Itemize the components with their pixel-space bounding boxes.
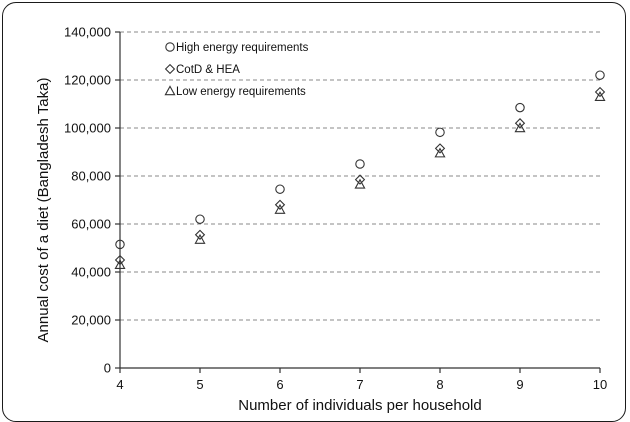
x-tick-label: 5 [196, 377, 203, 392]
x-axis-title: Number of individuals per household [238, 397, 481, 414]
diamond-data-point [274, 199, 286, 210]
diamond-data-point [354, 174, 366, 185]
y-tick-label: 140,000 [64, 25, 111, 40]
circle-data-point [515, 102, 525, 113]
legend-label: CotD & HEA [176, 64, 240, 76]
x-tick-labels: 4 5 6 7 8 9 10 [116, 368, 607, 392]
legend: High energy requirements CotD & HEA Low en… [164, 42, 309, 98]
legend-circle-icon [165, 42, 175, 52]
triangle-data-point [514, 122, 526, 133]
triangle-data-point [274, 203, 286, 214]
triangle-data-point [194, 233, 206, 244]
y-tick-label: 0 [104, 361, 111, 376]
x-tick-label: 7 [356, 377, 363, 392]
legend-label: Low energy requirements [176, 86, 306, 98]
circle-data-point [595, 70, 605, 80]
y-tick-label: 100,000 [64, 121, 111, 136]
y-tick-label: 80,000 [71, 169, 111, 184]
x-tick-label: 10 [593, 377, 607, 392]
legend-triangle-icon [164, 85, 176, 96]
diamond-data-point [514, 118, 526, 129]
axes [119, 32, 600, 369]
y-tick-label: 20,000 [71, 313, 111, 328]
circle-data-point [275, 184, 285, 194]
y-axis-title: Annual cost of a diet (Bangladesh Taka) [35, 78, 52, 343]
diamond-data-point [434, 143, 446, 154]
x-tick-label: 8 [436, 377, 443, 392]
triangle-data-point [354, 178, 366, 189]
triangle-data-point [594, 91, 606, 102]
triangle-data-point [114, 259, 126, 270]
circle-data-point [355, 159, 365, 169]
data-markers [114, 70, 606, 270]
circle-data-point [115, 239, 125, 250]
y-tick-labels: 0 20,000 40,000 60,000 80,000 100,000 120,000 1… [64, 25, 120, 376]
x-tick-label: 6 [276, 377, 283, 392]
legend-diamond-icon [164, 63, 176, 75]
x-tick-label: 9 [516, 377, 523, 392]
diamond-data-point [114, 254, 126, 266]
circle-data-point [435, 127, 445, 138]
y-tick-label: 40,000 [71, 265, 111, 280]
circle-data-point [195, 214, 205, 224]
x-tick-label: 4 [116, 377, 123, 392]
legend-label: High energy requirements [176, 42, 309, 54]
triangle-data-point [434, 147, 446, 158]
diamond-data-point [194, 229, 206, 240]
diamond-data-point [594, 86, 606, 98]
y-tick-label: 120,000 [64, 73, 111, 88]
y-tick-label: 60,000 [71, 217, 111, 232]
